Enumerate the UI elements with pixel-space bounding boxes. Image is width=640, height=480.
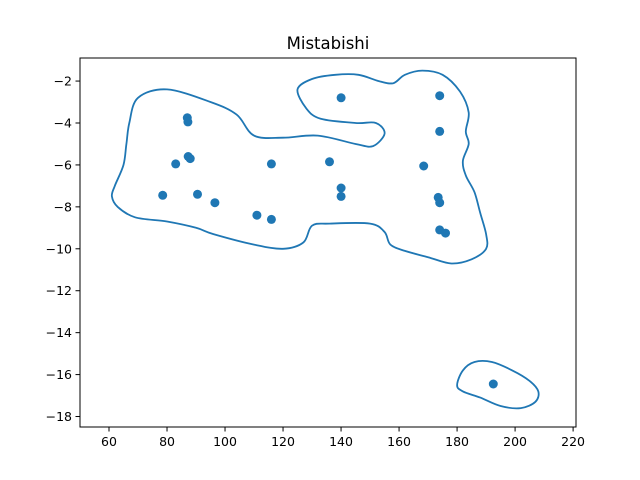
y-tick-label: −10 <box>46 241 72 256</box>
x-tick-label: 180 <box>445 434 469 449</box>
data-point-17 <box>435 91 445 101</box>
x-tick-label: 120 <box>271 434 295 449</box>
y-tick-label: −4 <box>54 115 72 130</box>
chart-title: Mistabishi <box>287 34 370 53</box>
x-tick-label: 60 <box>101 434 117 449</box>
contour-line-2 <box>456 360 540 410</box>
contour-line-1 <box>110 69 489 265</box>
data-point-13 <box>336 93 346 103</box>
plot-area <box>110 69 540 410</box>
y-tick-label: −2 <box>54 74 72 89</box>
x-tick-label: 80 <box>159 434 175 449</box>
data-point-12 <box>325 157 334 167</box>
data-point-10 <box>266 214 276 224</box>
data-point-16 <box>419 161 429 171</box>
y-tick-label: −6 <box>54 157 72 172</box>
data-point-18 <box>435 126 445 136</box>
y-axis: −18 −16 −14 −12 −10 −8 −6 −4 −2 <box>46 74 80 424</box>
y-tick-label: −8 <box>54 199 72 214</box>
axes-frame <box>79 57 577 428</box>
x-tick-label: 140 <box>329 434 353 449</box>
data-point-14 <box>336 183 346 193</box>
data-point-5 <box>171 159 181 169</box>
data-point-23 <box>488 379 498 389</box>
x-axis: 60 80 100 120 140 160 180 200 220 <box>101 427 585 449</box>
y-tick-label: −16 <box>46 367 72 382</box>
x-tick-label: 100 <box>213 434 237 449</box>
data-point-20 <box>435 198 445 208</box>
x-tick-label: 200 <box>503 434 527 449</box>
data-point-22 <box>441 228 450 238</box>
data-point-2 <box>183 117 193 127</box>
y-tick-label: −18 <box>46 409 72 424</box>
data-point-11 <box>266 159 276 169</box>
x-tick-label: 220 <box>561 434 585 449</box>
data-point-7 <box>193 189 202 199</box>
data-point-15 <box>336 191 346 201</box>
data-point-8 <box>210 198 220 208</box>
data-point-6 <box>158 190 168 200</box>
data-point-9 <box>252 210 262 220</box>
x-tick-label: 160 <box>387 434 411 449</box>
y-tick-label: −14 <box>46 325 72 340</box>
data-point-4 <box>185 154 195 164</box>
y-tick-label: −12 <box>46 283 72 298</box>
